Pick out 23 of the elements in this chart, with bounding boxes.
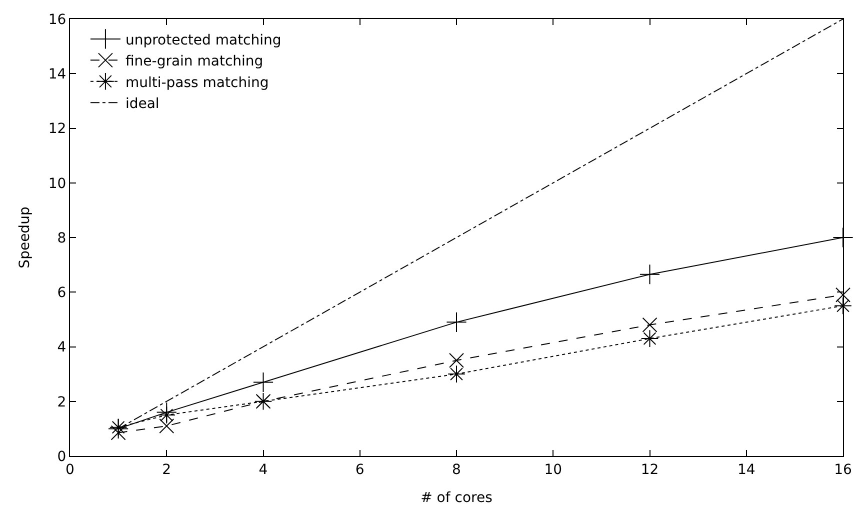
- x-tick-label: 12: [640, 462, 659, 478]
- legend-label: fine-grain matching: [125, 54, 264, 70]
- x-tick-label: 8: [452, 462, 461, 478]
- y-tick-label: 8: [57, 230, 66, 246]
- y-tick-label: 0: [57, 448, 66, 465]
- x-tick-label: 4: [258, 462, 268, 478]
- y-tick-label: 14: [48, 66, 66, 83]
- y-tick-label: 10: [48, 176, 66, 192]
- x-tick-label: 2: [162, 462, 172, 478]
- y-tick-label: 4: [57, 340, 66, 356]
- x-tick-label: 14: [737, 462, 756, 478]
- x-tick-label: 6: [355, 462, 364, 478]
- y-tick-label: 12: [48, 121, 66, 138]
- x-tick-label: 16: [834, 462, 852, 478]
- x-tick-label: 10: [544, 462, 562, 478]
- y-axis-title: Speedup: [16, 206, 33, 268]
- legend-label: ideal: [125, 96, 160, 112]
- y-tick-label: 16: [48, 12, 66, 28]
- legend-label: multi-pass matching: [125, 74, 269, 91]
- y-tick-label: 6: [57, 285, 66, 302]
- y-tick-label: 2: [57, 394, 66, 410]
- legend-label: unprotected matching: [125, 32, 282, 48]
- x-axis-title: # of cores: [420, 490, 492, 506]
